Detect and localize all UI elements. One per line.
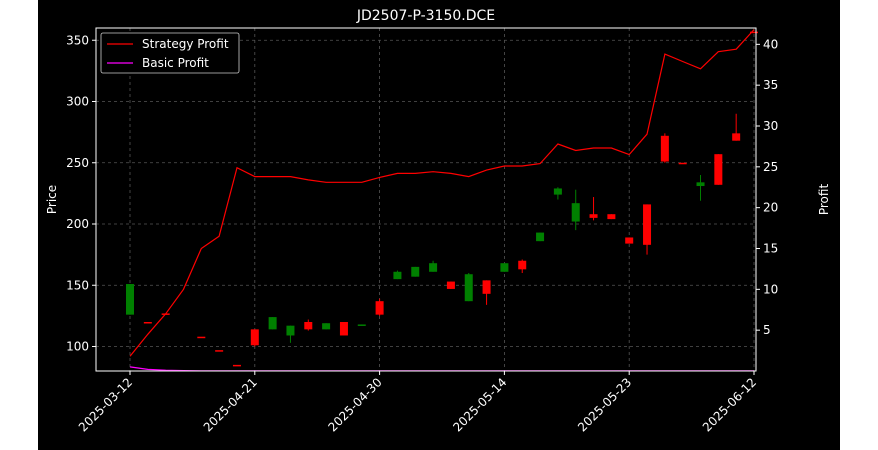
candle-body [536,232,545,242]
y-tick-label-left: 250 [66,156,89,170]
y-tick-label-right: 35 [763,78,778,92]
x-tick-label: 2025-04-21 [201,375,260,434]
candle-body [571,203,580,222]
candle-body [197,336,206,339]
x-tick-label: 2025-05-14 [450,375,509,434]
y-tick-label-right: 10 [763,282,778,296]
candle-body [625,237,634,244]
candle-body [500,263,509,272]
legend-label-strategy-profit: Strategy Profit [142,37,229,51]
y-tick-label-right: 15 [763,242,778,256]
candles-layer [126,31,758,367]
candle-body [411,266,420,277]
candle-body [215,350,224,352]
basic-profit-line [129,366,754,372]
candle-body [446,281,455,289]
y-tick-label-right: 20 [763,201,778,215]
candle-body [375,301,384,315]
candle-body [714,154,723,185]
chart-title: JD2507-P-3150.DCE [356,8,495,24]
y-tick-label-left: 150 [66,278,89,292]
candle-body [339,322,348,336]
candle-body [250,329,259,346]
candle-body [482,280,491,294]
candle-body [268,317,277,330]
candle-body [357,324,366,326]
y-axis-label-right: Profit [817,184,831,216]
y-tick-label-left: 350 [66,33,89,47]
candle-body [143,322,152,324]
candle-body [393,271,402,280]
profit-lines-layer [129,29,755,372]
candle-body [126,284,134,315]
x-tick-label: 2025-03-12 [76,375,135,434]
y-tick-label-right: 40 [763,37,778,51]
candle-body [660,135,669,162]
x-tick-label: 2025-06-12 [700,375,759,434]
candle-body [750,31,758,34]
x-tick-label: 2025-05-23 [575,375,634,434]
x-tick-label: 2025-04-30 [326,375,385,434]
candle-body [518,260,527,270]
candle-body [732,133,741,141]
axes-layer: 100 150 200 250 300 350 5 10 15 20 25 30 35 40 2025-03… [66,33,778,434]
candle-body [643,204,652,245]
grid-layer [96,28,756,371]
legend-label-basic-profit: Basic Profit [142,56,209,70]
candle-body [678,162,687,165]
plot-frame [95,27,757,372]
candle-body [553,188,562,195]
legend-box [100,32,240,74]
y-tick-label-right: 25 [763,160,778,174]
candle-body [696,182,705,187]
candle-body [286,325,295,336]
y-tick-label-left: 200 [66,217,89,231]
y-tick-label-right: 30 [763,119,778,133]
candle-body [464,274,473,302]
y-tick-label-left: 100 [66,340,89,354]
y-axis-label-left: Price [45,185,59,214]
candle-body [232,364,241,367]
candle-body [322,323,331,330]
candle-body [589,214,598,218]
chart-svg: 100 150 200 250 300 350 5 10 15 20 25 30 35 40 2025-03… [45,8,831,434]
strategy-profit-line [129,29,755,357]
legend: Strategy Profit Basic Profit [100,32,240,74]
candle-body [304,322,313,330]
candle-body [607,214,616,220]
y-tick-label-right: 5 [763,323,771,337]
chart-figure: 100 150 200 250 300 350 5 10 15 20 25 30 35 40 2025-03… [38,0,840,450]
y-tick-label-left: 300 [66,95,89,109]
candle-body [429,263,438,272]
